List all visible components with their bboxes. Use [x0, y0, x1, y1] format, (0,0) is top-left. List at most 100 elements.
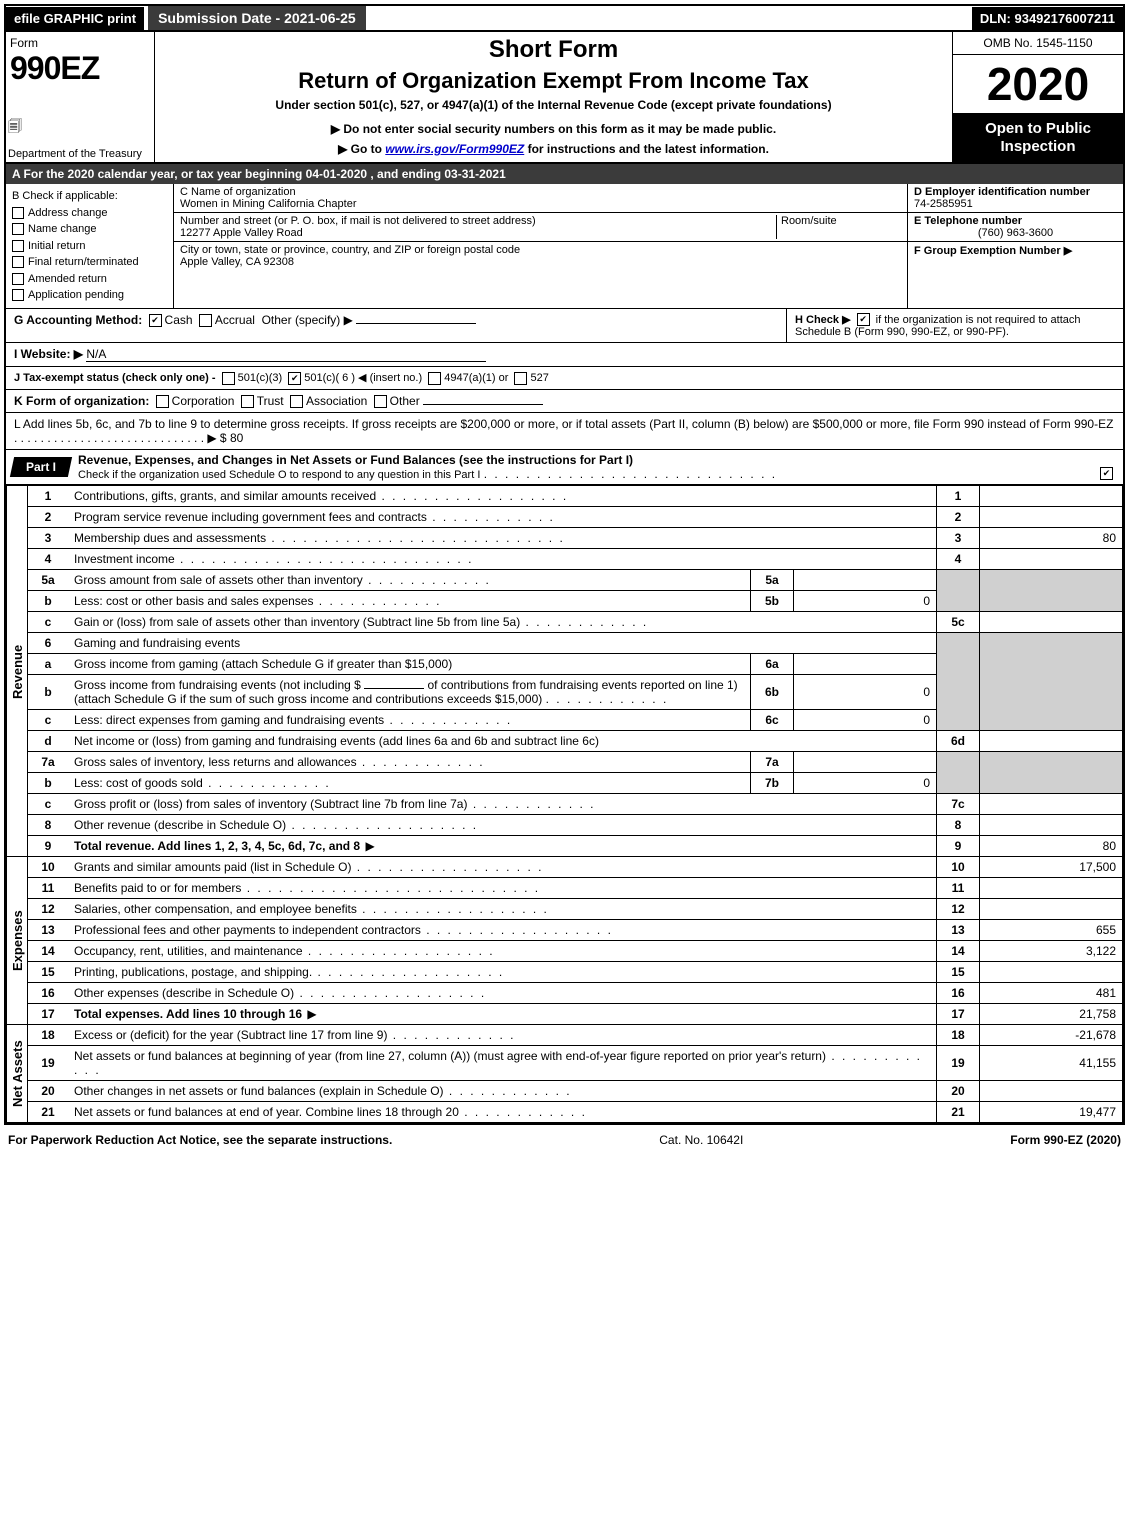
linenum: 10 — [28, 857, 69, 878]
label-amended-return: Amended return — [28, 273, 107, 285]
line-6b-input[interactable] — [364, 688, 424, 689]
row-i-website: I Website: ▶ N/A — [6, 343, 1123, 367]
tax-year: 2020 — [953, 55, 1123, 114]
linenum: a — [28, 654, 69, 675]
col-val: 21,758 — [980, 1004, 1123, 1025]
sidebar-revenue: Revenue — [7, 486, 28, 857]
room-suite: Room/suite — [776, 215, 901, 239]
col-num: 15 — [937, 962, 980, 983]
col-val: 481 — [980, 983, 1123, 1004]
checkbox-application-pending[interactable] — [12, 289, 24, 301]
linenum: b — [28, 675, 69, 710]
col-num: 10 — [937, 857, 980, 878]
h-label: H Check ▶ — [795, 314, 851, 326]
g-label: G Accounting Method: — [14, 313, 142, 327]
checkbox-corp[interactable] — [156, 395, 169, 408]
linenum: b — [28, 773, 69, 794]
phone-label: E Telephone number — [914, 215, 1022, 227]
label-trust: Trust — [257, 394, 284, 408]
ssn-notice: ▶ Do not enter social security numbers o… — [163, 122, 944, 136]
label-other-org: Other — [390, 394, 420, 408]
ein-label: D Employer identification number — [914, 186, 1090, 198]
linenum: 17 — [28, 1004, 69, 1025]
line-desc: Investment income — [74, 552, 175, 566]
checkbox-other-org[interactable] — [374, 395, 387, 408]
line-1: Revenue 1 Contributions, gifts, grants, … — [7, 486, 1123, 507]
line-desc: Grants and similar amounts paid (list in… — [74, 860, 351, 874]
linenum: 1 — [28, 486, 69, 507]
col-num: 3 — [937, 528, 980, 549]
line-desc: Contributions, gifts, grants, and simila… — [74, 489, 376, 503]
col-val — [980, 731, 1123, 752]
line-6b-desc-a: Gross income from fundraising events (no… — [74, 678, 361, 692]
col-val — [980, 899, 1123, 920]
efile-print-button[interactable]: efile GRAPHIC print — [6, 7, 144, 30]
label-address-change: Address change — [28, 207, 108, 219]
col-num: 13 — [937, 920, 980, 941]
label-other-specify: Other (specify) ▶ — [262, 313, 353, 327]
linenum: d — [28, 731, 69, 752]
checkbox-trust[interactable] — [241, 395, 254, 408]
line-desc: Net assets or fund balances at end of ye… — [74, 1105, 459, 1119]
linenum: c — [28, 612, 69, 633]
line-5c: c Gain or (loss) from sale of assets oth… — [7, 612, 1123, 633]
other-org-input[interactable] — [423, 404, 543, 405]
label-initial-return: Initial return — [28, 240, 85, 252]
checkbox-accrual[interactable] — [199, 314, 212, 327]
line-desc: Salaries, other compensation, and employ… — [74, 902, 357, 916]
line-15: 15 Printing, publications, postage, and … — [7, 962, 1123, 983]
subcol-label: 6b — [751, 675, 794, 710]
linenum: 19 — [28, 1046, 69, 1081]
linenum: 8 — [28, 815, 69, 836]
col-num: 2 — [937, 507, 980, 528]
checkbox-assoc[interactable] — [290, 395, 303, 408]
label-corp: Corporation — [172, 394, 235, 408]
info-grid: B Check if applicable: Address change Na… — [6, 184, 1123, 309]
col-val — [980, 486, 1123, 507]
checkbox-cash[interactable] — [149, 314, 162, 327]
line-9: 9 Total revenue. Add lines 1, 2, 3, 4, 5… — [7, 836, 1123, 857]
line-desc: Gross sales of inventory, less returns a… — [74, 755, 357, 769]
return-title: Return of Organization Exempt From Incom… — [163, 68, 944, 94]
checkbox-h[interactable] — [857, 313, 870, 326]
form-label: Form — [10, 36, 150, 50]
irs-link[interactable]: www.irs.gov/Form990EZ — [385, 142, 524, 156]
sidebar-netassets: Net Assets — [7, 1025, 28, 1123]
shaded — [937, 633, 980, 731]
tax-year-bar: A For the 2020 calendar year, or tax yea… — [6, 164, 1123, 184]
short-form-title: Short Form — [163, 36, 944, 64]
checkbox-4947[interactable] — [428, 372, 441, 385]
col-num: 5c — [937, 612, 980, 633]
subcol-val: 0 — [794, 675, 937, 710]
shaded — [980, 752, 1123, 794]
line-desc: Gross amount from sale of assets other t… — [74, 573, 363, 587]
phone-value: (760) 963-3600 — [914, 227, 1117, 239]
col-num: 12 — [937, 899, 980, 920]
checkbox-527[interactable] — [514, 372, 527, 385]
checkbox-501c3[interactable] — [222, 372, 235, 385]
label-527: 527 — [530, 372, 548, 384]
subcol-label: 5b — [751, 591, 794, 612]
checkbox-name-change[interactable] — [12, 223, 24, 235]
line-3: 3 Membership dues and assessments 3 80 — [7, 528, 1123, 549]
line-desc: Other expenses (describe in Schedule O) — [74, 986, 294, 1000]
line-21: 21 Net assets or fund balances at end of… — [7, 1102, 1123, 1123]
checkbox-schedule-o[interactable] — [1100, 467, 1113, 480]
line-7a: 7a Gross sales of inventory, less return… — [7, 752, 1123, 773]
checkbox-501c[interactable] — [288, 372, 301, 385]
row-l-gross-receipts: L Add lines 5b, 6c, and 7b to line 9 to … — [6, 413, 1123, 450]
dots-arrow — [360, 839, 377, 853]
checkbox-amended-return[interactable] — [12, 273, 24, 285]
line-5a: 5a Gross amount from sale of assets othe… — [7, 570, 1123, 591]
checkbox-address-change[interactable] — [12, 207, 24, 219]
line-desc: Total revenue. Add lines 1, 2, 3, 4, 5c,… — [74, 839, 360, 853]
label-accrual: Accrual — [215, 313, 255, 327]
checkbox-final-return[interactable] — [12, 256, 24, 268]
label-final-return: Final return/terminated — [28, 256, 139, 268]
checkbox-initial-return[interactable] — [12, 240, 24, 252]
line-desc: Gain or (loss) from sale of assets other… — [74, 615, 520, 629]
linenum: 21 — [28, 1102, 69, 1123]
linenum: b — [28, 591, 69, 612]
other-specify-input[interactable] — [356, 323, 476, 324]
header-center: Short Form Return of Organization Exempt… — [155, 32, 952, 162]
